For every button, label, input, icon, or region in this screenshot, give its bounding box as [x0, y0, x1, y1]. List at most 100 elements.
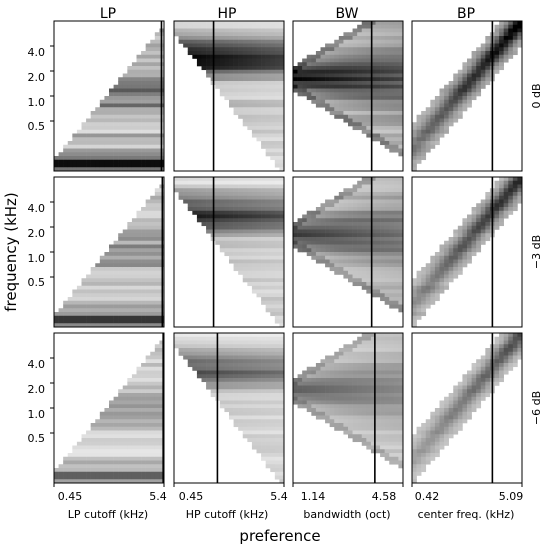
heatmap-cell [297, 389, 303, 394]
heatmap-cell [329, 385, 335, 390]
heatmap-cell [261, 203, 266, 208]
heatmap-cell [233, 344, 239, 349]
heatmap-cell [370, 278, 376, 283]
heatmap-cell [131, 274, 137, 279]
heatmap-cell [334, 111, 340, 116]
heatmap-cell [293, 66, 298, 71]
heatmap-cell [471, 51, 477, 56]
heatmap-cell [104, 255, 110, 260]
heatmap-cell [389, 118, 395, 123]
heatmap-cell [503, 58, 509, 63]
heatmap-cell [113, 423, 119, 428]
heatmap-cell [122, 152, 128, 157]
heatmap-cell [154, 285, 160, 290]
heatmap-cell [150, 263, 156, 268]
heatmap-cell [154, 393, 160, 398]
heatmap-cell [159, 438, 165, 443]
heatmap-cell [261, 233, 266, 238]
heatmap-cell [256, 126, 262, 131]
heatmap-cell [113, 449, 119, 454]
heatmap-cell [334, 381, 340, 386]
heatmap-cell [251, 43, 257, 48]
heatmap-cell [357, 203, 363, 208]
heatmap-cell [270, 404, 276, 409]
heatmap-cell [325, 51, 330, 56]
heatmap-cell [380, 137, 385, 142]
heatmap-cell [54, 475, 59, 480]
heatmap-cell [279, 233, 285, 238]
heatmap-cell [233, 233, 239, 238]
heatmap-cell [154, 449, 160, 454]
heatmap-cell [389, 259, 395, 264]
heatmap-cell [274, 438, 280, 443]
heatmap-cell [145, 62, 151, 67]
heatmap-cell [279, 289, 285, 294]
heatmap-cell [251, 274, 257, 279]
heatmap-cell [192, 333, 198, 338]
heatmap-cell [247, 374, 253, 379]
heatmap-cell [159, 363, 165, 368]
heatmap-cell [357, 36, 363, 41]
heatmap-cell [127, 411, 133, 416]
heatmap-cell [86, 434, 91, 439]
heatmap-cell [154, 312, 160, 317]
heatmap-cell [306, 370, 312, 375]
heatmap-cell [434, 252, 440, 257]
heatmap-cell [348, 237, 353, 242]
heatmap-cell [462, 73, 468, 78]
heatmap-cell [370, 255, 376, 260]
heatmap-cell [297, 393, 303, 398]
heatmap-cell [206, 180, 211, 185]
heatmap-cell [375, 103, 381, 108]
heatmap-cell [380, 126, 385, 131]
heatmap-cell [311, 252, 317, 257]
heatmap-cell [136, 167, 142, 172]
heatmap-cell [274, 36, 280, 41]
heatmap-cell [320, 92, 326, 97]
heatmap-cell [242, 434, 248, 439]
heatmap-cell [384, 129, 390, 134]
heatmap-cell [457, 229, 463, 234]
heatmap-cell [270, 411, 276, 416]
heatmap-cell [279, 62, 285, 67]
heatmap-cell [389, 252, 395, 257]
heatmap-cell [145, 274, 151, 279]
heatmap-cell [334, 81, 340, 86]
heatmap-cell [499, 36, 504, 41]
heatmap-cell [384, 114, 390, 119]
heatmap-cell [238, 192, 244, 197]
heatmap-cell [261, 222, 266, 227]
heatmap-cell [512, 184, 518, 189]
heatmap-cell [503, 47, 509, 52]
heatmap-cell [136, 255, 142, 260]
heatmap-cell [154, 434, 160, 439]
heatmap-cell [95, 263, 101, 268]
heatmap-cell [242, 84, 248, 89]
heatmap-cell [375, 39, 381, 44]
heatmap-cell [99, 103, 105, 108]
heatmap-cell [86, 441, 91, 446]
heatmap-cell [145, 259, 151, 264]
heatmap-cell [361, 244, 367, 249]
heatmap-cell [439, 252, 445, 257]
heatmap-cell [118, 163, 124, 168]
heatmap-cell [141, 479, 146, 484]
heatmap-cell [251, 340, 257, 345]
heatmap-cell [393, 233, 399, 238]
heatmap-cell [416, 114, 422, 119]
heatmap-cell [215, 237, 221, 242]
heatmap-cell [352, 255, 358, 260]
heatmap-cell [494, 225, 500, 230]
heatmap-cell [99, 315, 105, 320]
heatmap-cell [238, 396, 244, 401]
heatmap-cell [375, 270, 381, 275]
heatmap-cell [90, 460, 96, 465]
heatmap-cell [398, 84, 404, 89]
heatmap-cell [311, 366, 317, 371]
heatmap-cell [430, 141, 436, 146]
heatmap-cell [265, 122, 271, 127]
heatmap-cell [261, 192, 266, 197]
heatmap-cell [370, 32, 376, 37]
heatmap-cell [242, 111, 248, 116]
heatmap-cell [99, 319, 105, 324]
